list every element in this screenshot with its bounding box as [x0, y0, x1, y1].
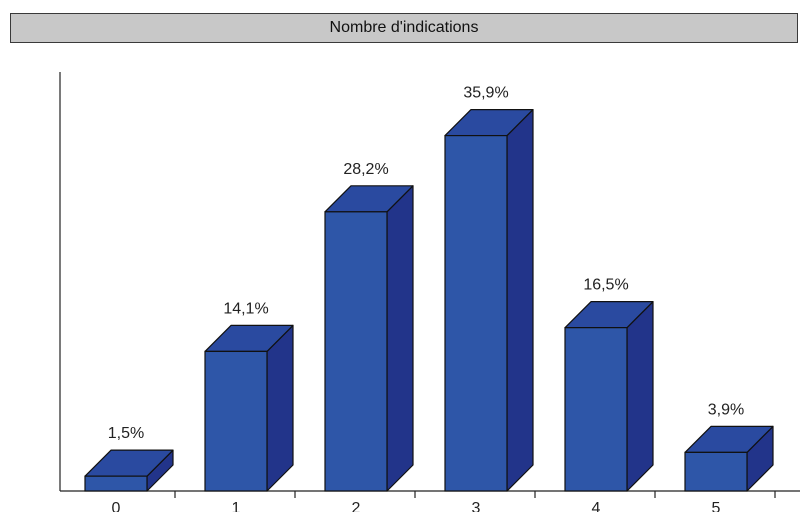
- bar-value-label: 14,1%: [223, 300, 268, 317]
- bar-5: [684, 425, 774, 492]
- bar-side-face: [626, 301, 654, 492]
- bar-side-face: [386, 185, 414, 492]
- x-tick-label: 5: [712, 500, 721, 512]
- bar-value-label: 35,9%: [463, 85, 508, 102]
- x-tick-label: 3: [472, 500, 481, 512]
- bar-value-label: 1,5%: [108, 425, 144, 442]
- bar-front-face: [84, 475, 148, 492]
- x-tick-label: 0: [112, 500, 121, 512]
- bar-front-face: [444, 134, 508, 492]
- bar-2: [324, 185, 414, 492]
- chart-title: Nombre d'indications: [10, 13, 798, 43]
- bar-0: [84, 449, 174, 492]
- bar-value-label: 3,9%: [708, 401, 744, 418]
- bar-front-face: [324, 211, 388, 492]
- x-tick-label: 2: [352, 500, 361, 512]
- x-tick-label: 1: [232, 500, 241, 512]
- bar-front-face: [684, 451, 748, 492]
- bar-side-face: [266, 324, 294, 492]
- bar-3: [444, 108, 534, 492]
- bar-front-face: [204, 350, 268, 492]
- tick-labels: 0 1 2 3 4 5: [112, 500, 721, 512]
- bar-side-face: [506, 108, 534, 492]
- bar-value-label: 16,5%: [583, 277, 628, 294]
- bar-front-face: [564, 327, 628, 492]
- bars: [84, 108, 774, 492]
- axes: [59, 72, 800, 498]
- bar-4: [564, 301, 654, 492]
- value-labels: 1,5% 14,1% 28,2% 35,9% 16,5% 3,9%: [108, 85, 744, 443]
- bar-1: [204, 324, 294, 492]
- x-tick-label: 4: [592, 500, 601, 512]
- bar-value-label: 28,2%: [343, 161, 388, 178]
